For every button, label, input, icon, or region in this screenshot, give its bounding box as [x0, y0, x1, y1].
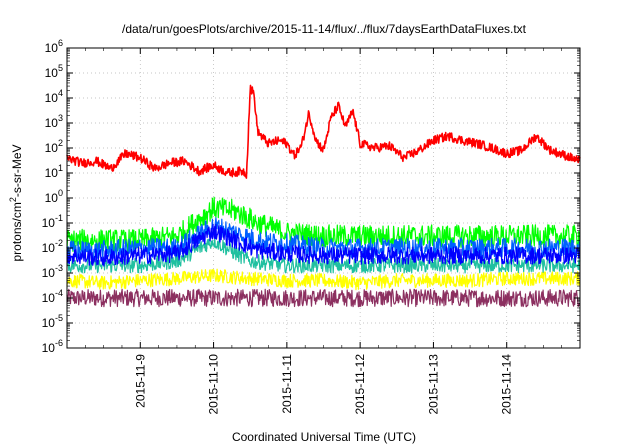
y-tick-label: 10-6 [42, 338, 63, 355]
y-tick-label: 10-1 [42, 213, 63, 230]
y-axis-label-sup: 2 [8, 197, 18, 202]
x-tick-label: 2015-11-12 [353, 354, 367, 415]
series-line [66, 234, 581, 274]
y-tick-label: 105 [45, 63, 63, 80]
x-tick-label: 2015-11-14 [500, 354, 514, 415]
y-tick-label: 10-5 [42, 313, 63, 330]
series-line [66, 84, 581, 179]
y-tick-label: 10-3 [42, 263, 63, 280]
x-tick-label: 2015-11-10 [207, 354, 221, 415]
y-tick-label: 10-2 [42, 238, 63, 255]
series-line [66, 196, 581, 253]
y-tick-label: 100 [45, 188, 63, 205]
y-tick-label: 106 [45, 38, 63, 55]
x-tick-label: 2015-11-13 [426, 354, 440, 415]
series-line [66, 268, 581, 291]
x-tick-label: 2015-11-11 [280, 354, 294, 414]
x-tick-label: 2015-11-9 [133, 354, 147, 408]
y-axis-label: protons/cm2-s-sr-MeV [8, 144, 24, 261]
y-axis-label-main: protons/cm [10, 202, 24, 261]
y-tick-label: 10-4 [42, 288, 63, 305]
y-tick-label: 101 [45, 163, 63, 180]
y-tick-label: 104 [45, 88, 63, 105]
chart-title: /data/run/goesPlots/archive/2015-11-14/f… [122, 22, 527, 36]
y-tick-label: 103 [45, 113, 63, 130]
ticks-group: 10-6 10-5 10-4 10-3 10-2 10-1 100 101 102 103 104 1… [42, 38, 580, 415]
x-axis-label: Coordinated Universal Time (UTC) [232, 430, 416, 444]
series-group [66, 84, 581, 308]
series-line [66, 288, 581, 308]
series-line [66, 223, 581, 267]
y-tick-label: 102 [45, 138, 63, 155]
y-axis-label-rest: -s-sr-MeV [10, 144, 24, 197]
